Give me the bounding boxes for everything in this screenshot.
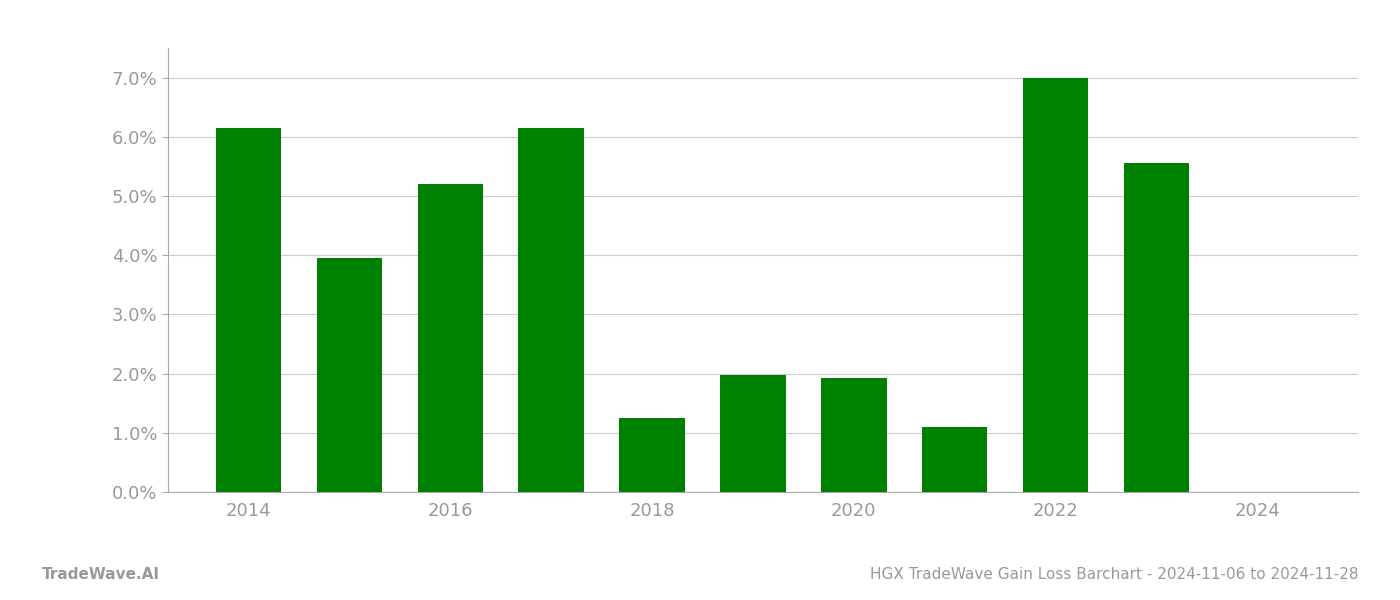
Bar	[1124, 163, 1189, 492]
Bar	[316, 258, 382, 492]
Bar	[216, 128, 281, 492]
Bar	[619, 418, 685, 492]
Bar	[417, 184, 483, 492]
Bar	[518, 128, 584, 492]
Bar	[720, 376, 785, 492]
Bar	[820, 378, 886, 492]
Bar	[921, 427, 987, 492]
Bar	[1022, 77, 1088, 492]
Text: HGX TradeWave Gain Loss Barchart - 2024-11-06 to 2024-11-28: HGX TradeWave Gain Loss Barchart - 2024-…	[869, 567, 1358, 582]
Text: TradeWave.AI: TradeWave.AI	[42, 567, 160, 582]
